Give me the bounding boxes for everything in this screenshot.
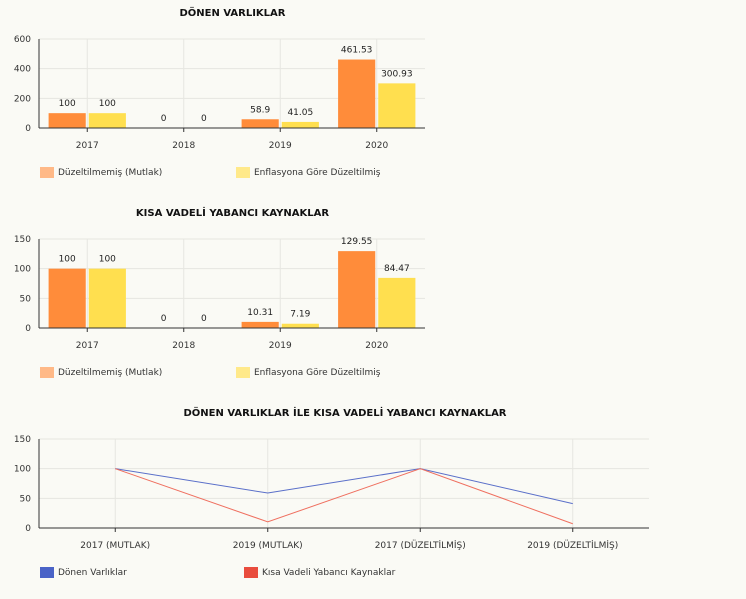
chart1-data-label: 41.05 — [287, 108, 313, 118]
chart2-legend-label-2: Enflasyona Göre Düzeltilmiş — [254, 367, 381, 378]
chart1-bar — [88, 113, 126, 128]
chart2-title: KISA VADELİ YABANCI KAYNAKLAR — [135, 208, 330, 219]
chart1-legend-item-1[interactable]: Düzeltilmemiş (Mutlak) — [40, 167, 162, 178]
chart1-legend-item-2[interactable]: Enflasyona Göre Düzeltilmiş — [236, 167, 380, 178]
chart2-data-label: 100 — [59, 255, 76, 265]
chart1-bar — [338, 59, 376, 128]
chart2-ytick-label: 150 — [14, 235, 31, 245]
chart1-legend-label-1: Düzeltilmemiş (Mutlak) — [58, 167, 163, 178]
chart1-data-label: 0 — [161, 114, 167, 124]
chart3-ytick-label: 50 — [20, 494, 32, 504]
chart1-data-label: 461.53 — [341, 46, 373, 56]
chart3-xtick-label: 2017 (DÜZELTİLMİŞ) — [375, 540, 466, 551]
chart2-legend-item-1[interactable]: Düzeltilmemiş (Mutlak) — [40, 367, 162, 378]
chart3-title: DÖNEN VARLIKLAR İLE KISA VADELİ YABANCI … — [183, 408, 507, 419]
chart2-xtick-label: 2020 — [365, 341, 388, 351]
chart1-xtick-label: 2017 — [76, 141, 99, 151]
chart3-legend-item-1[interactable]: Dönen Varlıklar — [40, 567, 127, 578]
chart1-ytick-label: 600 — [14, 35, 31, 45]
chart1-bar — [241, 119, 279, 128]
legend-swatch-yellow — [236, 367, 250, 378]
chart2-xtick-label: 2019 — [269, 341, 292, 351]
chart2-bar — [378, 277, 416, 328]
legend-swatch-yellow — [236, 167, 250, 178]
chart2-ytick-label: 0 — [25, 324, 31, 334]
chart1-data-label: 300.93 — [381, 69, 413, 79]
chart1-xtick-label: 2020 — [365, 141, 388, 151]
chart3-ytick-label: 100 — [14, 465, 31, 475]
chart2-data-label: 0 — [161, 314, 167, 324]
chart1-data-label: 58.9 — [250, 105, 270, 115]
chart3-legend-item-2[interactable]: Kısa Vadeli Yabancı Kaynaklar — [244, 567, 395, 578]
chart2-data-label: 100 — [99, 255, 116, 265]
chart2-data-label: 0 — [201, 314, 207, 324]
legend-swatch-blue — [40, 567, 54, 578]
chart2-ytick-label: 100 — [14, 265, 31, 275]
chart2-data-label: 84.47 — [384, 264, 410, 274]
chart2-bar — [281, 323, 319, 328]
chart3-legend-label-1: Dönen Varlıklar — [58, 567, 127, 578]
legend-swatch-red — [244, 567, 258, 578]
chart2-plot: 0 50 100 150 100 100 2017 0 0 2018 10.31 7.19 2019 12… — [14, 235, 425, 351]
chart2-xtick-label: 2017 — [76, 341, 99, 351]
chart2-legend-item-2[interactable]: Enflasyona Göre Düzeltilmiş — [236, 367, 380, 378]
chart1-plot: 0 200 400 600 100 100 2017 0 0 2018 58.9 41.05 2019 4… — [14, 35, 425, 151]
chart2-bar — [48, 268, 86, 328]
chart1-title: DÖNEN VARLIKLAR — [179, 8, 286, 19]
chart1-xtick-label: 2019 — [269, 141, 292, 151]
chart1-bar — [281, 121, 319, 128]
chart3-series-line — [115, 468, 573, 505]
chart1-data-label: 0 — [201, 114, 207, 124]
chart2-bar — [241, 321, 279, 328]
chart3-series-line — [115, 468, 573, 525]
chart2-data-label: 10.31 — [247, 308, 273, 318]
chart3-ytick-label: 150 — [14, 435, 31, 445]
chart1-data-label: 100 — [59, 99, 76, 109]
chart2-data-label: 129.55 — [341, 237, 373, 247]
chart1-ytick-label: 0 — [25, 124, 31, 134]
chart3-xtick-label: 2019 (DÜZELTİLMİŞ) — [527, 540, 618, 551]
chart2-data-label: 7.19 — [290, 310, 310, 320]
chart3-xtick-label: 2017 (MUTLAK) — [80, 541, 150, 551]
chart3-xtick-label: 2019 (MUTLAK) — [233, 541, 303, 551]
legend-swatch-orange — [40, 167, 54, 178]
chart2-bar — [88, 268, 126, 328]
chart1-legend-label-2: Enflasyona Göre Düzeltilmiş — [254, 167, 381, 178]
legend-swatch-orange — [40, 367, 54, 378]
chart1-ytick-label: 200 — [14, 94, 31, 104]
chart1-xtick-label: 2018 — [172, 141, 195, 151]
chart3-legend-label-2: Kısa Vadeli Yabancı Kaynaklar — [262, 567, 396, 578]
chart2-xtick-label: 2018 — [172, 341, 195, 351]
chart2-legend-label-1: Düzeltilmemiş (Mutlak) — [58, 367, 163, 378]
chart2-ytick-label: 50 — [20, 294, 32, 304]
chart1-data-label: 100 — [99, 99, 116, 109]
chart3-ytick-label: 0 — [25, 524, 31, 534]
chart2-bar — [338, 251, 376, 328]
chart1-ytick-label: 400 — [14, 65, 31, 75]
chart1-bar — [378, 83, 416, 128]
chart1-bar — [48, 113, 86, 128]
